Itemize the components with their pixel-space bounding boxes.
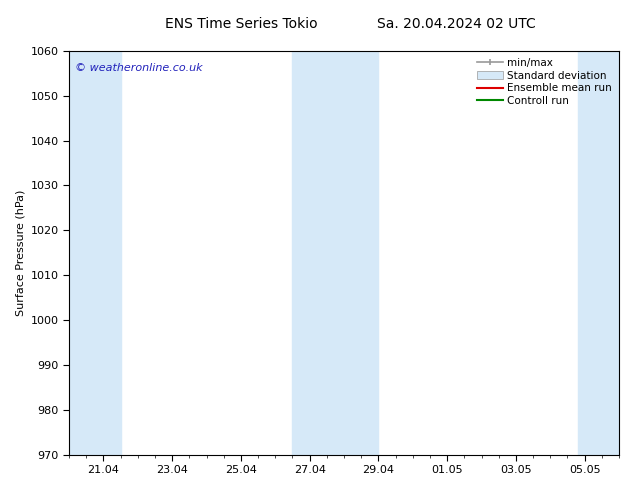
Bar	[69, 51, 120, 455]
Bar	[292, 51, 378, 455]
Text: ENS Time Series Tokio: ENS Time Series Tokio	[165, 17, 317, 31]
Text: © weatheronline.co.uk: © weatheronline.co.uk	[75, 63, 202, 73]
Text: Sa. 20.04.2024 02 UTC: Sa. 20.04.2024 02 UTC	[377, 17, 536, 31]
Bar	[578, 51, 619, 455]
Y-axis label: Surface Pressure (hPa): Surface Pressure (hPa)	[15, 190, 25, 316]
Legend: min/max, Standard deviation, Ensemble mean run, Controll run: min/max, Standard deviation, Ensemble me…	[475, 56, 614, 108]
